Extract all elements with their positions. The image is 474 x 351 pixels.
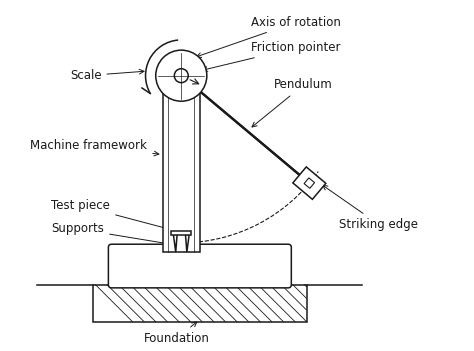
Text: Test piece: Test piece [51,199,175,232]
Text: Striking edge: Striking edge [323,185,418,231]
Polygon shape [173,234,177,252]
Circle shape [174,69,188,82]
Text: Foundation: Foundation [144,322,210,344]
Text: Pendulum: Pendulum [252,79,333,127]
Text: Scale: Scale [70,69,144,82]
Bar [171,231,191,236]
Text: Machine framework: Machine framework [30,139,159,156]
Text: Friction pointer: Friction pointer [203,41,340,71]
Bar [163,90,200,252]
Polygon shape [304,178,315,188]
Text: Supports: Supports [51,223,173,246]
Bar [93,285,307,322]
Polygon shape [185,234,189,252]
Polygon shape [293,167,326,199]
Text: Axis of rotation: Axis of rotation [197,16,341,58]
FancyBboxPatch shape [109,244,292,288]
Circle shape [156,50,207,101]
